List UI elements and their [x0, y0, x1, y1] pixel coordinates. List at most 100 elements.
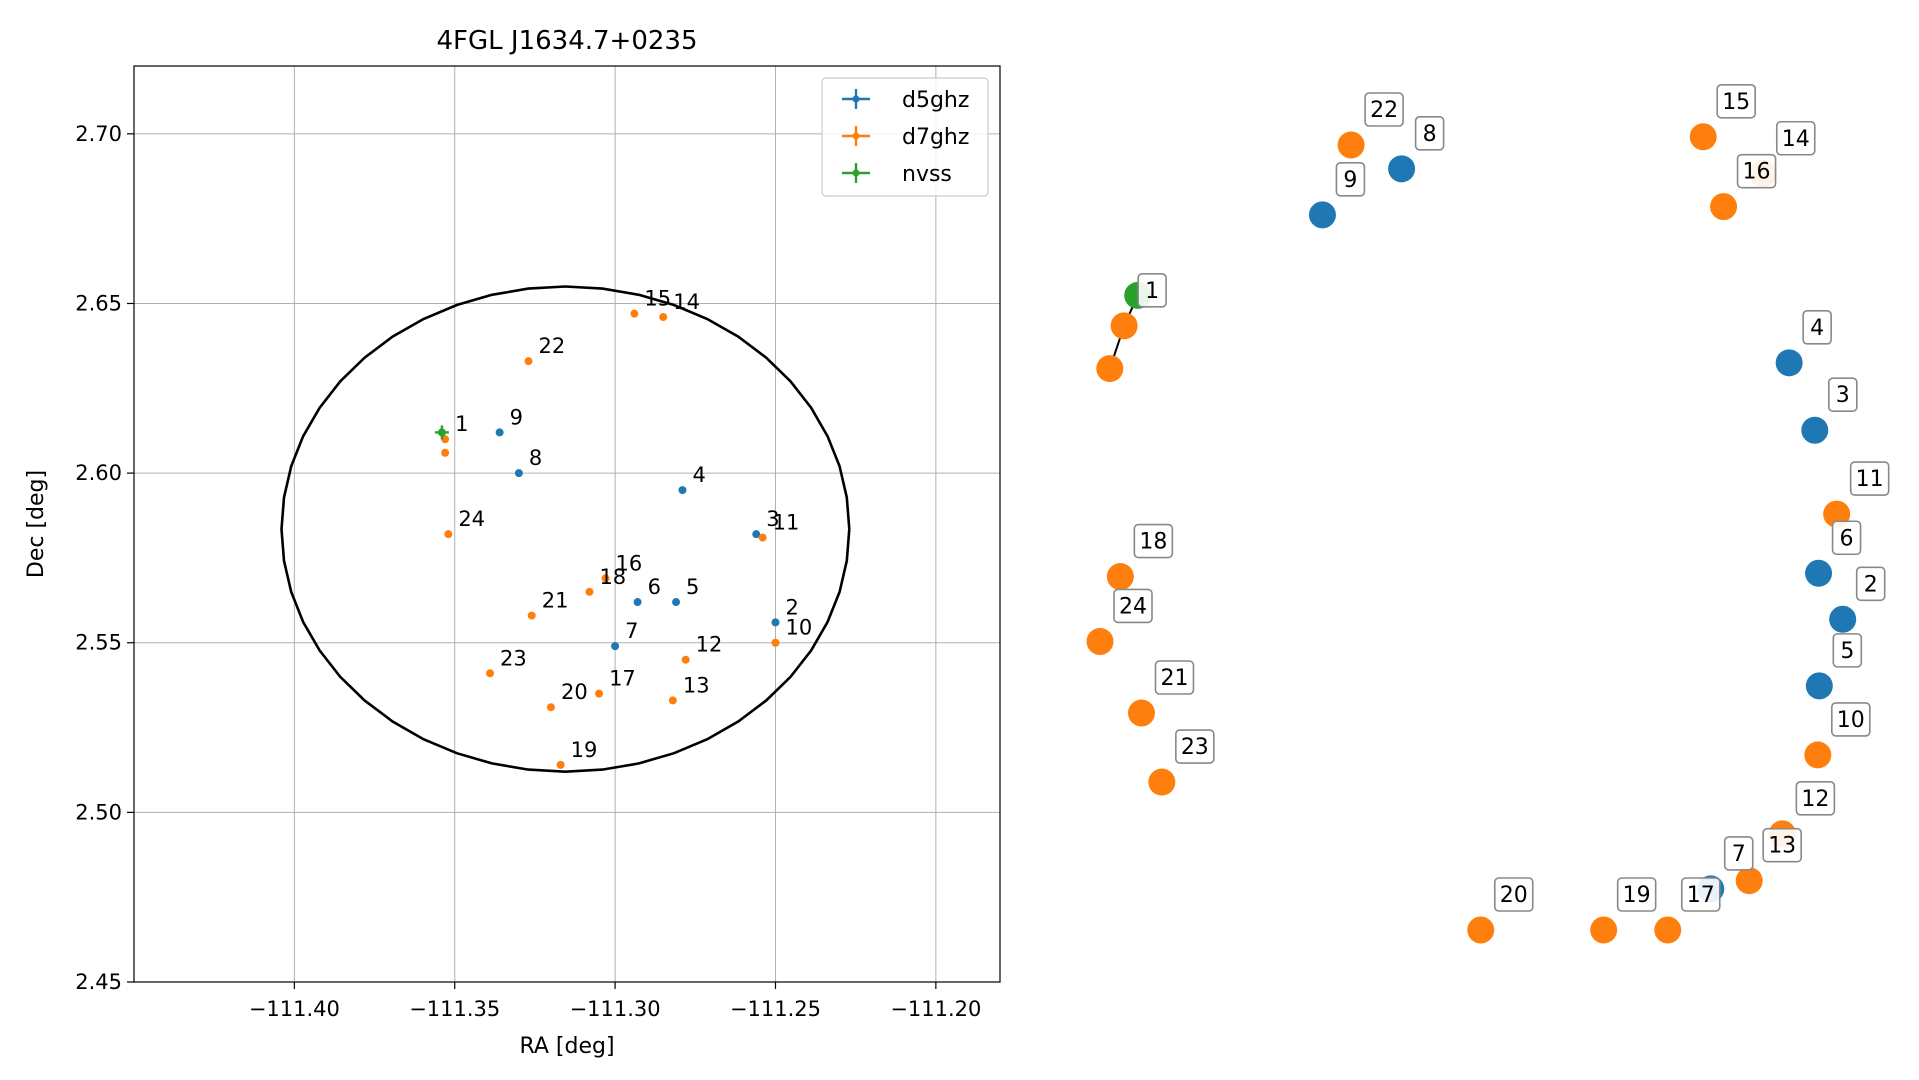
node-label-box — [1831, 520, 1862, 556]
error-ellipse-layer — [280, 285, 851, 774]
plot-frame — [133, 65, 1001, 983]
point-label: 14 — [673, 290, 700, 314]
point-label: 3 — [766, 507, 779, 531]
point-label: 23 — [500, 646, 527, 670]
point-label: 9 — [510, 405, 523, 429]
node-label: 8 — [1423, 122, 1437, 147]
d7ghz-node — [1127, 699, 1155, 727]
d7ghz-node — [1337, 131, 1365, 159]
d7ghz-point — [668, 696, 677, 705]
chart-title: 4FGL J1634.7+0235 — [437, 26, 698, 56]
node-label: 4 — [1810, 316, 1824, 341]
d7ghz-point — [441, 448, 450, 457]
node-label: 24 — [1119, 594, 1147, 619]
node-label: 5 — [1840, 639, 1854, 664]
node-label: 16 — [1743, 160, 1771, 185]
node-label: 19 — [1623, 883, 1651, 908]
d5ghz-point — [495, 428, 504, 437]
legend-box — [821, 77, 989, 197]
y-axis-label: Dec [deg] — [24, 470, 49, 578]
legend-marker-dot — [852, 169, 860, 177]
node-label-box — [1335, 162, 1366, 197]
d7ghz-node — [1590, 916, 1618, 944]
node-label: 7 — [1732, 842, 1746, 867]
node-label: 3 — [1836, 383, 1850, 408]
node-label-box — [1849, 461, 1890, 496]
node-label: 6 — [1840, 526, 1854, 551]
y-tick-label: 2.60 — [75, 461, 122, 485]
node-label-box — [1723, 836, 1754, 871]
point-label: 7 — [625, 619, 638, 643]
plot-background — [134, 66, 1000, 982]
node-label: 18 — [1139, 530, 1167, 555]
node-label: 12 — [1801, 787, 1829, 812]
node-label-box — [1827, 377, 1858, 413]
d7ghz-point — [486, 669, 495, 678]
d7ghz-point — [546, 703, 555, 712]
node-label: 13 — [1768, 834, 1796, 859]
d7ghz-point — [771, 638, 780, 647]
node-label: 2 — [1864, 572, 1878, 597]
d5ghz-node — [1801, 416, 1829, 444]
node-label: 22 — [1370, 98, 1398, 123]
legend-marker-dot — [852, 95, 860, 103]
d7ghz-node — [1710, 193, 1738, 221]
node-label-box — [1762, 827, 1802, 863]
point-label: 5 — [686, 575, 699, 599]
d7ghz-point — [630, 309, 639, 318]
node-label-box — [1802, 310, 1832, 345]
legend: d5ghz d7ghz nvss — [821, 77, 989, 197]
legend-marker-dot — [852, 132, 860, 140]
node-label-box — [1364, 92, 1404, 127]
data-points — [434, 309, 780, 769]
x-tick-label: −111.25 — [730, 997, 821, 1021]
d7ghz-point — [527, 611, 536, 620]
node-label-box — [1736, 153, 1777, 189]
node-label-box — [1616, 877, 1657, 912]
d5ghz-node — [1775, 349, 1803, 377]
x-axis-label: RA [deg] — [519, 1034, 614, 1059]
d7ghz-point — [524, 357, 533, 366]
d7ghz-point — [444, 530, 453, 539]
d7ghz-point — [681, 655, 690, 664]
d5ghz-point — [752, 530, 761, 539]
d5ghz-point — [514, 469, 523, 478]
x-tick-label: −111.40 — [249, 997, 340, 1021]
point-label: 20 — [561, 680, 588, 704]
d7ghz-point — [595, 689, 604, 698]
x-tick-label: −111.30 — [570, 997, 661, 1021]
node-label-box — [1716, 83, 1756, 119]
d5ghz-point — [611, 642, 620, 651]
node-label: 11 — [1856, 467, 1884, 492]
d7ghz-point — [441, 435, 450, 444]
node-label-box — [1414, 116, 1445, 151]
node-label-box — [1493, 877, 1534, 912]
y-tick-label: 2.65 — [75, 291, 122, 315]
node-label-box — [1832, 633, 1863, 668]
legend-label: nvss — [902, 162, 952, 187]
d7ghz-point — [585, 587, 594, 596]
d7ghz-node — [1654, 916, 1682, 944]
d7ghz-point — [601, 574, 610, 583]
x-axis-ticks: −111.40 −111.35 −111.30 −111.25 −111.20 — [249, 982, 981, 1021]
point-label: 6 — [648, 575, 661, 599]
error-ellipse — [280, 285, 851, 774]
point-label: 10 — [785, 616, 812, 640]
d7ghz-node — [1804, 741, 1832, 769]
point-label: 18 — [599, 565, 626, 589]
node-label: 9 — [1343, 168, 1357, 193]
point-label: 24 — [458, 507, 485, 531]
point-label: 19 — [571, 738, 598, 762]
d5ghz-point — [633, 598, 642, 607]
point-label: 12 — [696, 633, 723, 657]
point-label: 1 — [455, 412, 468, 436]
point-label: 4 — [692, 463, 705, 487]
y-axis-ticks: 2.45 2.50 2.55 2.60 2.65 2.70 — [75, 122, 134, 994]
point-label: 21 — [542, 589, 569, 613]
legend-items: d5ghz d7ghz nvss — [842, 88, 969, 187]
node-label-box — [1775, 120, 1816, 156]
graph-nodes — [1086, 123, 1857, 944]
